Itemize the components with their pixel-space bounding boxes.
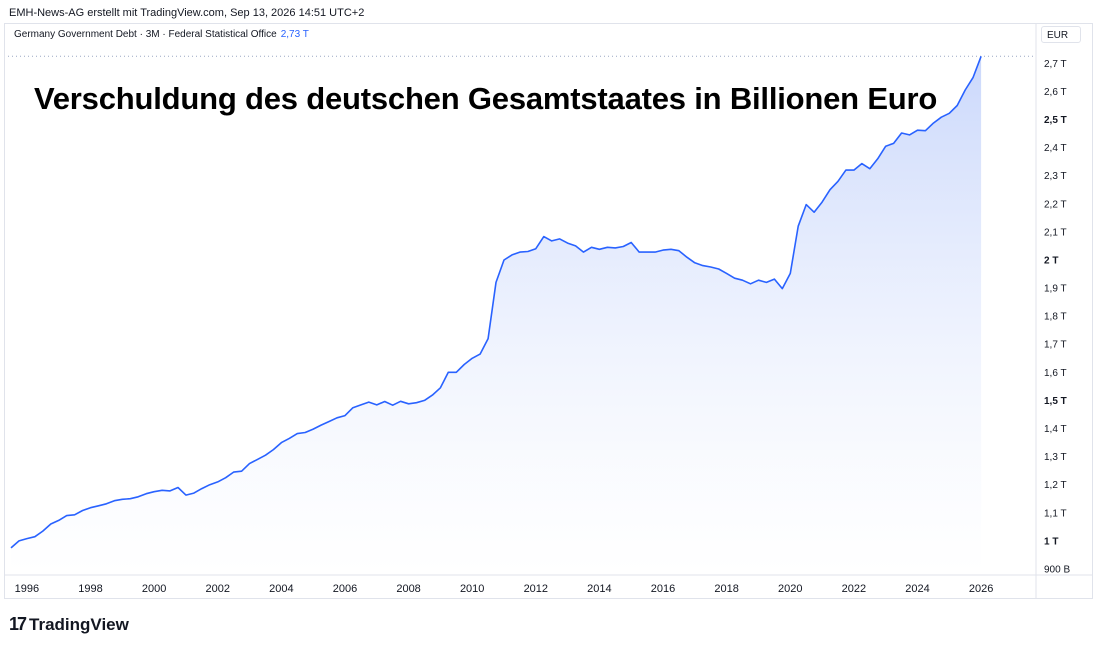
- chart-frame: [4, 23, 1093, 599]
- y-tick-label: 2,3 T: [1044, 171, 1067, 182]
- x-tick-label: 2010: [460, 583, 484, 595]
- y-tick-label: 900 B: [1044, 564, 1070, 575]
- y-tick-label: 1,3 T: [1044, 452, 1067, 463]
- y-tick-label: 1,1 T: [1044, 508, 1067, 519]
- series-area-fill: [11, 56, 982, 575]
- series-line-debt[interactable]: [10, 56, 982, 549]
- chart-attribution: EMH-News-AG erstellt mit TradingView.com…: [9, 7, 365, 19]
- time-axis: 1996 1998 2000 2002 2004 2006 2008 2010 2012 2014…: [15, 583, 994, 595]
- y-tick-label: 2,6 T: [1044, 87, 1067, 98]
- y-tick-label: 2,1 T: [1044, 227, 1067, 238]
- y-tick-label: 1,8 T: [1044, 312, 1067, 323]
- x-tick-label: 2006: [333, 583, 357, 595]
- y-tick-label: 1,7 T: [1044, 340, 1067, 351]
- x-tick-label: 2020: [778, 583, 802, 595]
- y-tick-label: 2,5 T: [1044, 115, 1067, 126]
- y-tick-label: 2 T: [1044, 255, 1058, 266]
- y-tick-label: 1,9 T: [1044, 284, 1067, 295]
- x-tick-label: 2012: [524, 583, 548, 595]
- y-tick-label: 1,2 T: [1044, 480, 1067, 491]
- y-tick-label: 1 T: [1044, 536, 1058, 547]
- legend-last-value: 2,73 T: [280, 29, 309, 40]
- tradingview-logo-icon: 17: [9, 614, 27, 634]
- x-tick-label: 2000: [142, 583, 166, 595]
- price-axis: 900 B 1 T 1,1 T 1,2 T 1,3 T 1,4 T 1,5 T 1,6 T 1,…: [1044, 31, 1070, 576]
- legend-symbol: Germany Government Debt · 3M · Federal S…: [14, 29, 277, 40]
- y-tick-label: 1,5 T: [1044, 396, 1067, 407]
- series-legend: Germany Government Debt · 3M · Federal S…: [14, 29, 309, 40]
- x-tick-label: 2022: [842, 583, 866, 595]
- x-tick-label: 1998: [78, 583, 102, 595]
- y-tick-label: 2,4 T: [1044, 143, 1067, 154]
- y-tick-label: 1,4 T: [1044, 424, 1067, 435]
- y-tick-label: 2,2 T: [1044, 199, 1067, 210]
- x-tick-label: 2002: [205, 583, 229, 595]
- currency-selector[interactable]: EUR: [1041, 26, 1081, 43]
- x-tick-label: 2024: [905, 583, 929, 595]
- chart-title: Verschuldung des deutschen Gesamtstaates…: [34, 81, 938, 116]
- x-tick-label: 2018: [714, 583, 738, 595]
- y-tick-label: 1,6 T: [1044, 368, 1067, 379]
- tradingview-brand: TradingView: [29, 614, 129, 634]
- x-tick-label: 2016: [651, 583, 675, 595]
- x-tick-label: 2004: [269, 583, 293, 595]
- tradingview-logo[interactable]: 17 TradingView: [9, 614, 129, 635]
- x-tick-label: 2014: [587, 583, 611, 595]
- x-tick-label: 2026: [969, 583, 993, 595]
- x-tick-label: 1996: [15, 583, 39, 595]
- x-tick-label: 2008: [396, 583, 420, 595]
- y-tick-label: 2,7 T: [1044, 59, 1067, 70]
